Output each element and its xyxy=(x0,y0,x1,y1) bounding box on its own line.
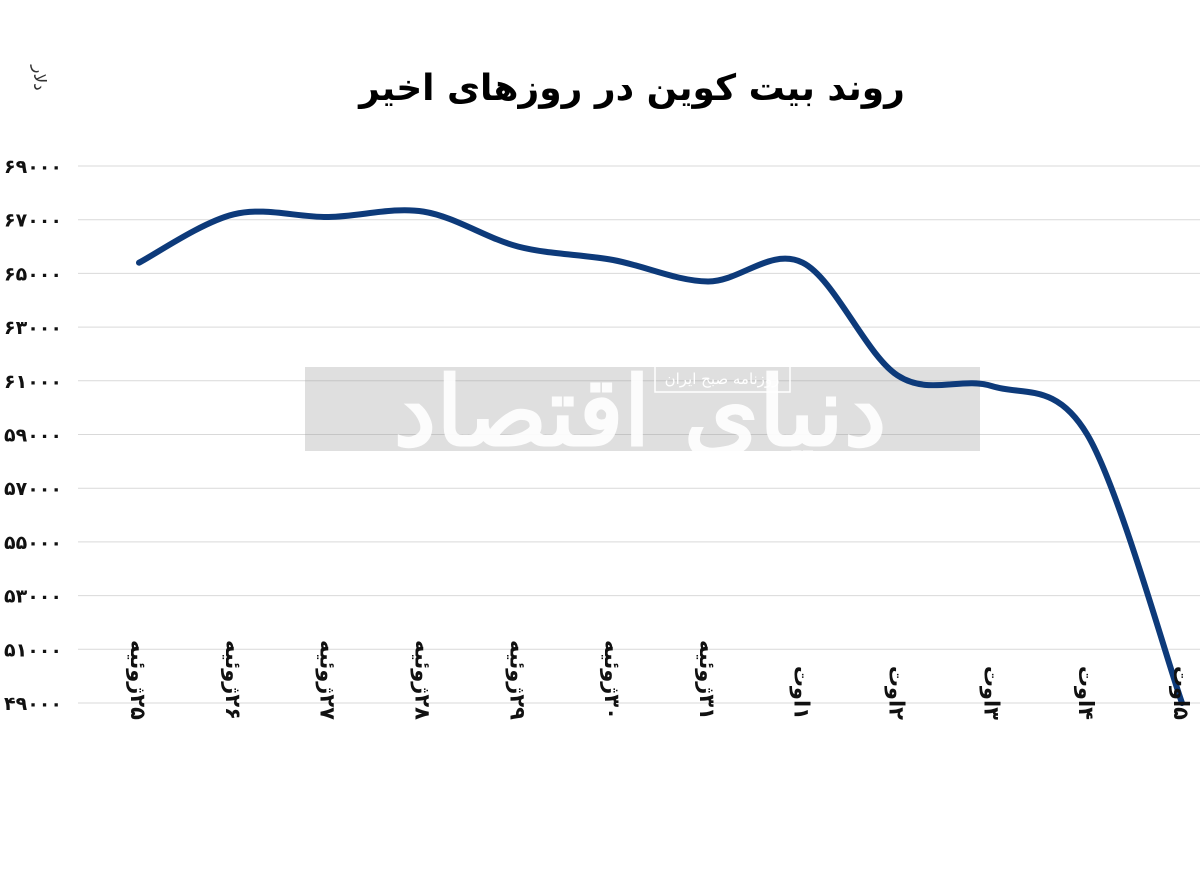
watermark: دنیای اقتصاد روزنامه صبح ایران xyxy=(305,355,980,468)
y-tick-label: ۵۱۰۰۰ xyxy=(4,639,62,661)
y-tick-label: ۶۹۰۰۰ xyxy=(4,156,62,178)
x-tick-label: ۲۶ژوئیه xyxy=(221,640,245,720)
x-tick-label: ۲۵ژوئیه xyxy=(126,640,150,720)
y-tick-label: ۵۹۰۰۰ xyxy=(4,425,62,447)
x-tick-label: ۲۷ژوئیه xyxy=(316,640,340,720)
x-tick-label: ۲اوت xyxy=(885,666,909,720)
y-tick-label: ۶۱۰۰۰ xyxy=(4,371,62,393)
x-tick-label: ۳۰ژوئیه xyxy=(600,640,624,720)
y-tick-label: ۶۵۰۰۰ xyxy=(4,263,62,285)
y-tick-label: ۵۳۰۰۰ xyxy=(4,586,62,608)
y-tick-label: ۶۳۰۰۰ xyxy=(4,317,62,339)
chart-title: روند بیت کوین در روزهای اخیر xyxy=(357,68,905,109)
watermark-tagline-box xyxy=(654,364,791,393)
y-tick-label: ۶۷۰۰۰ xyxy=(4,210,62,232)
x-tick-label: ۲۹ژوئیه xyxy=(505,640,529,720)
watermark-tagline: روزنامه صبح ایران xyxy=(665,370,780,388)
line-series xyxy=(136,207,1185,706)
watermark-band xyxy=(305,367,980,451)
x-tick-label: ۱اوت xyxy=(790,666,814,720)
bitcoin-price-line xyxy=(136,207,1185,706)
x-tick-label: ۲۸ژوئیه xyxy=(410,640,434,720)
y-axis-tick-labels: ۶۹۰۰۰ ۶۷۰۰۰ ۶۵۰۰۰ ۶۳۰۰۰ ۶۱۰۰۰ ۵۹۰۰۰ ۵۷۰۰۰ ۵۵۰۰۰… xyxy=(4,156,62,715)
watermark-brand-text: دنیای اقتصاد xyxy=(393,355,886,468)
x-tick-label: ۳اوت xyxy=(979,666,1003,720)
gridlines xyxy=(78,165,1200,704)
y-tick-label: ۵۵۰۰۰ xyxy=(4,532,62,554)
x-tick-label: ۳۱ژوئیه xyxy=(695,640,719,720)
x-tick-label: ۵اوت xyxy=(1169,666,1193,720)
y-tick-label: ۵۷۰۰۰ xyxy=(4,478,62,500)
x-tick-label: ۴اوت xyxy=(1074,666,1098,720)
y-axis-unit-label: دلار xyxy=(29,64,49,90)
x-axis-tick-labels: ۲۵ژوئیه ۲۶ژوئیه ۲۷ژوئیه ۲۸ژوئیه ۲۹ژوئیه ۳۰ژوئ… xyxy=(126,640,1193,720)
y-tick-label: ۴۹۰۰۰ xyxy=(4,693,62,715)
